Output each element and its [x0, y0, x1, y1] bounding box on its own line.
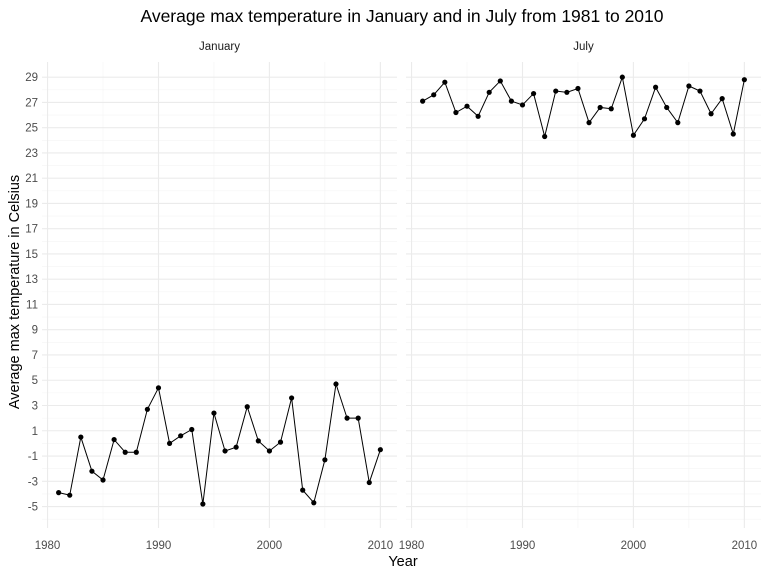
data-point [519, 102, 526, 108]
data-point [255, 438, 261, 444]
data-point [78, 434, 84, 440]
y-tick-label: 23 [25, 148, 38, 160]
data-point [366, 479, 372, 486]
y-tick-label: -1 [28, 451, 38, 463]
data-point [730, 131, 736, 137]
data-point [166, 440, 173, 446]
y-tick-label: 7 [32, 350, 38, 362]
data-point [442, 79, 448, 85]
y-tick-label: 21 [25, 173, 38, 185]
data-point [277, 439, 284, 445]
y-tick-label: 17 [25, 224, 38, 236]
data-point [266, 448, 273, 454]
data-point [211, 410, 217, 416]
data-point [719, 96, 725, 102]
facet-strip-label: July [573, 41, 594, 53]
data-point [619, 74, 625, 80]
data-point [664, 104, 670, 111]
y-tick-label: -5 [28, 502, 38, 514]
x-tick-label: 1980 [35, 540, 61, 552]
data-point [56, 490, 62, 496]
data-point [100, 477, 106, 483]
data-point [597, 104, 603, 111]
data-point [464, 103, 470, 109]
x-tick-label: 2010 [368, 540, 394, 552]
data-point [453, 109, 459, 116]
y-tick-label: 5 [32, 375, 38, 387]
data-point [675, 120, 681, 126]
data-point [653, 84, 659, 90]
data-point [244, 404, 250, 410]
chart-title: Average max temperature in January and i… [140, 6, 663, 26]
data-point [300, 487, 306, 493]
data-point [322, 457, 328, 463]
data-point [122, 449, 128, 455]
x-tick-label: 1990 [510, 540, 536, 552]
data-point [475, 113, 481, 119]
y-tick-label: 25 [25, 123, 38, 135]
series-line-january [58, 383, 381, 505]
data-point [697, 88, 703, 94]
data-point [144, 406, 150, 412]
panels: January 1980 1990 2000 2010 July 1980 1990 2000 2… [35, 41, 761, 552]
facet-panel-january: January 1980 1990 2000 2010 [35, 41, 397, 552]
y-tick-label: 29 [25, 72, 38, 84]
y-tick-label: 3 [32, 401, 38, 413]
data-point [377, 447, 383, 453]
data-point [178, 433, 184, 439]
y-tick-label: 19 [25, 198, 38, 210]
x-axis-title: Year [388, 554, 417, 570]
data-point [630, 132, 637, 138]
data-point [708, 111, 714, 117]
data-point [200, 501, 206, 507]
y-tick-label: 1 [32, 426, 38, 438]
x-tick-label: 2010 [732, 540, 758, 552]
x-tick-label: 1980 [399, 540, 425, 552]
data-point [222, 448, 228, 454]
data-point [508, 98, 514, 104]
data-point [530, 90, 537, 97]
data-point [67, 492, 73, 498]
x-tick-label: 2000 [621, 540, 647, 552]
data-point [189, 426, 195, 433]
data-point [608, 106, 614, 112]
data-point [497, 78, 503, 84]
y-tick-label: 9 [32, 325, 38, 337]
data-point [741, 77, 747, 83]
data-point [431, 92, 437, 98]
data-point [311, 500, 317, 506]
y-axis-title: Average max temperature in Celsius [7, 175, 23, 409]
facet-panel-july: July 1980 1990 2000 2010 [399, 41, 761, 552]
data-point [486, 89, 492, 95]
data-point [111, 436, 117, 443]
data-point [420, 98, 426, 104]
y-tick-label: 11 [26, 299, 38, 311]
x-tick-label: 1990 [146, 540, 172, 552]
data-point [641, 116, 648, 122]
data-point [155, 385, 162, 391]
data-point [233, 444, 239, 450]
data-point [289, 395, 295, 401]
data-point [553, 88, 559, 94]
data-point [344, 415, 350, 421]
data-point [686, 83, 692, 89]
data-point [564, 89, 570, 95]
y-tick-label: -3 [28, 476, 38, 488]
data-point [89, 468, 95, 474]
y-tick-label: 13 [25, 274, 38, 286]
x-tick-label: 2000 [257, 540, 283, 552]
y-tick-label: 27 [25, 97, 38, 109]
data-point [586, 120, 592, 126]
y-tick-label: 15 [25, 249, 38, 261]
data-point [355, 415, 361, 421]
data-point [575, 85, 581, 92]
data-point [133, 449, 139, 455]
data-point [333, 381, 339, 387]
facet-strip-label: January [199, 41, 240, 53]
data-point [542, 133, 548, 140]
